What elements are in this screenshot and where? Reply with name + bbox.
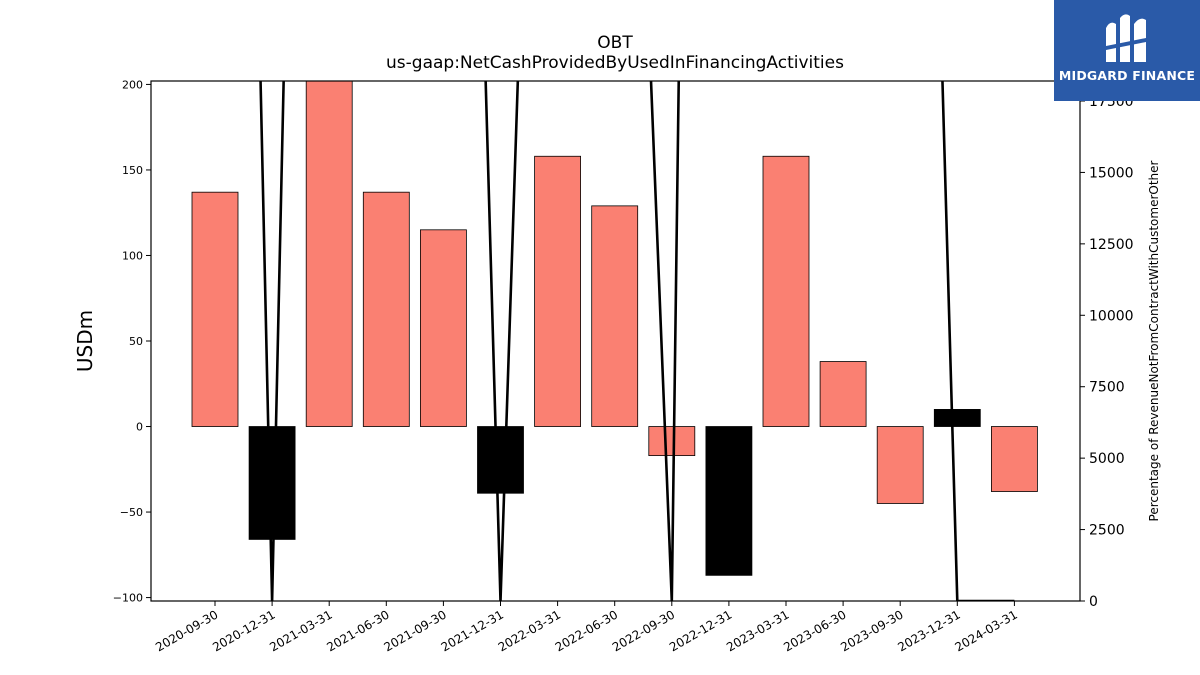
x-tick-label: 2024-03-31 [952,607,1019,654]
bar-2020-09-30 [191,191,239,427]
bar-2021-09-30 [419,229,467,427]
brand-mark-icon [1106,14,1146,63]
x-tick-label: 2022-03-31 [496,607,563,654]
chart-subtitle: us-gaap:NetCashProvidedByUsedInFinancing… [386,53,844,73]
bar-2023-06-30 [819,361,867,427]
brand-name: MIDGARD FINANCE [1058,68,1196,83]
x-tick-label: 2022-12-31 [667,607,734,654]
x-tick-label: 2022-06-30 [553,607,620,654]
y2-tick-label: 7500 [1089,380,1125,396]
y-axis-label: USDm [73,310,97,372]
y2-tick-label: 5000 [1089,451,1125,467]
brand-logo: MIDGARD FINANCE [1054,0,1200,101]
chart-title: OBT [597,33,633,53]
bar-2023-03-31 [762,155,810,427]
x-tick-label: 2020-09-30 [153,607,220,654]
x-tick-label: 2021-06-30 [324,607,391,654]
bar-2022-12-31 [705,426,753,576]
x-tick-label: 2023-09-30 [838,607,905,654]
y2-tick-label: 2500 [1089,523,1125,539]
bar-2022-06-30 [591,205,639,427]
x-tick-label: 2021-09-30 [381,607,448,654]
bar-2020-12-31 [248,426,296,540]
y-tick-label: 0 [136,421,143,434]
bar-2021-03-31 [305,81,353,427]
y-tick-label: −50 [120,506,143,519]
bar-2023-12-31 [933,409,981,427]
x-tick-label: 2023-06-30 [781,607,848,654]
bar-2024-03-31 [991,426,1038,492]
x-tick-label: 2020-12-31 [210,607,277,654]
y-tick-label: −100 [113,592,143,605]
y-tick-label: 150 [122,164,143,177]
bar-2022-09-30 [648,426,696,457]
x-tick-label: 2022-09-30 [610,607,677,654]
y-tick-label: 200 [122,78,143,91]
x-tick-label: 2021-12-31 [439,607,506,654]
y2-tick-label: 0 [1089,594,1098,610]
x-tick-label: 2023-12-31 [895,607,962,654]
y-tick-label: 50 [129,335,143,348]
bar-2021-12-31 [477,426,524,494]
y2-tick-label: 15000 [1089,165,1134,181]
y2-tick-label: 10000 [1089,308,1134,324]
bar-2023-09-30 [876,426,924,504]
y-tick-label: 100 [122,249,143,262]
x-tick-label: 2021-03-31 [267,607,334,654]
bar-2022-03-31 [534,155,581,427]
y2-tick-label: 12500 [1089,237,1134,253]
x-tick-label: 2023-03-31 [724,607,791,654]
bar-2021-06-30 [362,191,410,427]
y2-axis-label: Percentage of RevenueNotFromContractWith… [1147,160,1161,521]
